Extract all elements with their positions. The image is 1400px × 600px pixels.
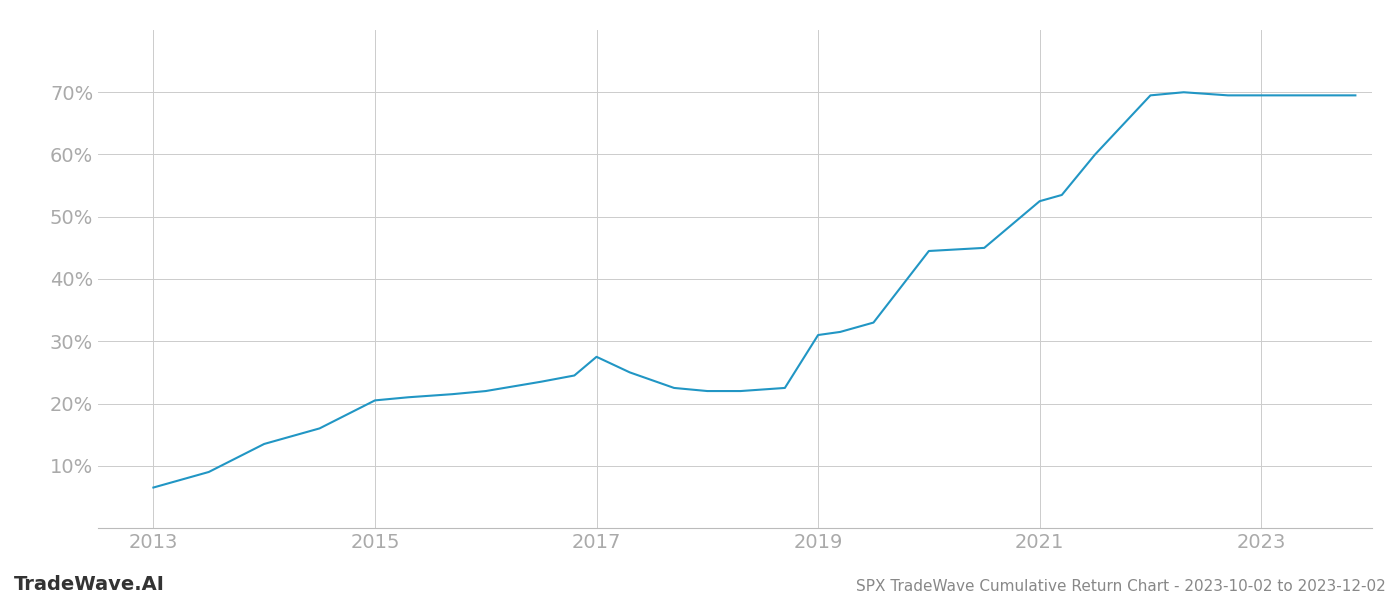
Text: SPX TradeWave Cumulative Return Chart - 2023-10-02 to 2023-12-02: SPX TradeWave Cumulative Return Chart - …: [857, 579, 1386, 594]
Text: TradeWave.AI: TradeWave.AI: [14, 575, 165, 594]
